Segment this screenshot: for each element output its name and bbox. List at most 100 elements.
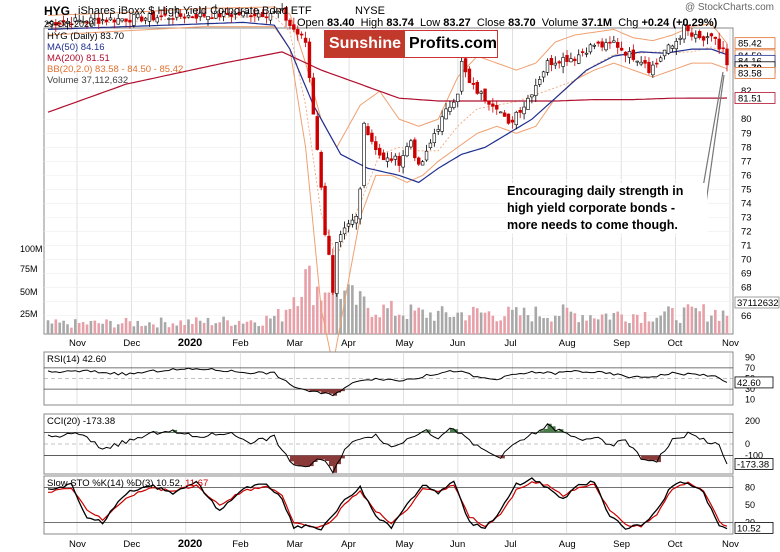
candle-body (385, 157, 390, 162)
candle-body (307, 41, 312, 78)
volume-bar (237, 320, 241, 334)
candle-body (264, 16, 269, 19)
candle-body (374, 141, 378, 151)
volume-bar (288, 308, 292, 334)
candle-body (448, 106, 452, 112)
volume-bar (436, 310, 440, 334)
cci-oversold-fill (313, 455, 318, 462)
candle-body (116, 18, 120, 25)
volume-bar (632, 314, 635, 334)
low-label: Low (419, 17, 441, 29)
price-tick-label: 80 (741, 114, 752, 125)
volume-bar (503, 316, 506, 334)
candle-body (104, 19, 109, 23)
candle-body (608, 41, 612, 44)
volume-bar (495, 321, 499, 334)
price-x-label: Nov (722, 338, 739, 349)
high-value: 83.74 (386, 17, 414, 29)
candle-body (600, 41, 604, 48)
bottom-x-label: May (396, 539, 414, 550)
candle-body (658, 57, 663, 62)
rsi-line (47, 367, 728, 397)
cci-oversold-fill (293, 455, 299, 465)
candle-body (604, 42, 608, 51)
candle-body (479, 91, 483, 94)
cci-oversold-fill (305, 455, 310, 467)
candle-body (623, 51, 628, 56)
volume-bar (671, 307, 674, 334)
quote-summary: Open 83.40 High 83.74 Low 83.27 Close 83… (297, 17, 717, 29)
candle-body (124, 18, 128, 22)
volume-last-box (734, 296, 780, 309)
candle-body (366, 126, 370, 136)
price-x-label: Nov (69, 338, 86, 349)
candle-body (530, 94, 534, 98)
candle-body (487, 100, 491, 105)
volume-bar (433, 320, 436, 334)
bottom-x-label: 2020 (178, 538, 202, 550)
cci-overbought-fill (449, 428, 455, 433)
volume-bar (152, 324, 155, 334)
volume-bar (394, 315, 397, 334)
volume-bar (183, 324, 186, 334)
bottom-x-label: Mar (287, 539, 303, 550)
volume-bar (218, 322, 222, 334)
volume-bar (136, 320, 140, 334)
price-tick-label: 70 (741, 255, 752, 266)
candle-body (354, 216, 358, 224)
volume-bar (565, 307, 569, 334)
cci-title: CCI(20) -173.38 (47, 416, 116, 427)
candle-body (65, 21, 70, 24)
candle-body (190, 16, 195, 18)
volume-bar (58, 322, 62, 334)
volume-bar (315, 286, 319, 334)
candle-body (132, 14, 136, 26)
candle-body (561, 57, 565, 67)
chg-label: Chg (618, 17, 639, 29)
volume-bar (366, 307, 370, 334)
cci-oversold-fill (641, 455, 646, 460)
candle-body (346, 223, 351, 227)
volume-bar (351, 285, 354, 334)
legend-ma200: MA(200) 81.51 (47, 53, 110, 64)
candle-body (498, 111, 503, 114)
candle-body (682, 24, 686, 40)
bb-lower-line (47, 26, 728, 366)
price-x-label: Oct (668, 338, 683, 349)
candle-body (655, 62, 659, 65)
candle-body (694, 34, 698, 39)
candle-body (584, 52, 589, 55)
price-tag-value: 83.58 (738, 68, 762, 79)
candle-body (393, 155, 398, 160)
candle-body (136, 13, 140, 19)
volume-bar (659, 315, 662, 334)
volume-bar (194, 317, 198, 334)
volume-bar (713, 309, 717, 334)
volume-bar (655, 317, 659, 334)
volume-bar (440, 306, 444, 334)
symbol: HYG (44, 4, 71, 18)
volume-bar (425, 317, 428, 334)
candle-body (541, 71, 546, 78)
volume-bar (721, 310, 725, 334)
volume-bar (378, 317, 381, 334)
price-x-label: 2020 (178, 337, 202, 349)
watermark: @ StockCharts.com (684, 2, 774, 13)
candle-body (534, 85, 538, 96)
rsi-tick-label: 10 (745, 395, 755, 405)
price-x-label: Dec (123, 338, 140, 349)
volume-bar (464, 320, 467, 334)
volume-bar (319, 300, 323, 334)
candle-body (175, 11, 179, 18)
candle-body (97, 17, 101, 24)
volume-bar (74, 319, 77, 334)
volume-bar (616, 311, 620, 334)
volume-bar (280, 321, 284, 334)
volume-bar (304, 269, 307, 334)
candle-body (627, 51, 632, 58)
volume-bar (382, 304, 385, 334)
candle-body (241, 11, 245, 17)
price-tick-label: 68 (741, 283, 752, 294)
volume-bar (245, 321, 249, 334)
volume-bar (542, 318, 545, 334)
